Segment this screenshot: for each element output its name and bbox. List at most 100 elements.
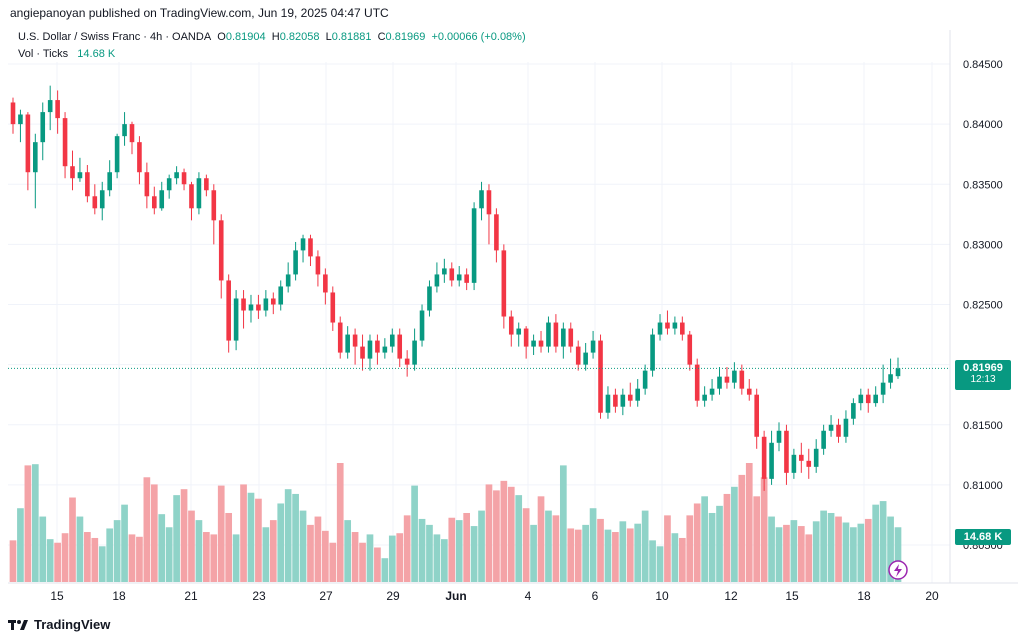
candle-body: [501, 250, 507, 317]
x-tick-label: 10: [655, 589, 669, 603]
candle-body: [449, 268, 455, 281]
footer-brand[interactable]: TradingView: [8, 617, 110, 632]
volume-bar: [686, 515, 694, 582]
lightning-icon[interactable]: [888, 560, 908, 580]
volume-bar: [307, 524, 314, 582]
candle-body: [33, 142, 38, 173]
volume-bar: [567, 528, 575, 582]
volume-bar: [619, 521, 627, 582]
volume-bar: [113, 520, 121, 582]
current-price: 0.81969: [963, 362, 1003, 374]
volume-bar: [731, 486, 738, 582]
candle-body: [627, 394, 633, 401]
volume-bar: [46, 539, 54, 582]
candle-body: [813, 448, 819, 467]
volume-bar: [783, 524, 790, 582]
volume-bar: [359, 542, 366, 582]
candle-body: [85, 172, 90, 197]
volume-bar: [269, 520, 277, 582]
candle-body: [285, 274, 291, 287]
candle-body: [531, 340, 536, 347]
candle-body: [486, 190, 492, 215]
candle-body: [278, 286, 284, 305]
candle-body: [375, 340, 380, 353]
volume-bar: [597, 518, 604, 582]
candle-body: [189, 184, 194, 209]
candle-body: [836, 424, 841, 437]
candle-body: [650, 334, 655, 371]
candle-body: [40, 112, 46, 143]
candle-body: [843, 418, 849, 437]
volume-bar: [864, 518, 872, 582]
volume-bar: [656, 546, 664, 582]
candle-body: [746, 388, 752, 395]
candle-body: [858, 394, 864, 404]
candle-body: [218, 220, 224, 281]
volume-bar: [753, 496, 761, 582]
candle-body: [77, 172, 83, 179]
volume-bar: [790, 520, 798, 582]
volume-bar: [203, 532, 210, 582]
volume-bar: [812, 521, 820, 582]
volume-bar: [54, 542, 61, 582]
candle-body: [516, 328, 522, 335]
candle-body: [523, 328, 529, 347]
volume-bar: [448, 517, 456, 582]
candle-body: [323, 274, 328, 293]
volume-bar: [470, 526, 478, 582]
volume-bar: [857, 523, 865, 582]
low-value: 0.81881: [331, 31, 372, 43]
candle-body: [479, 190, 484, 209]
volume-bar: [121, 504, 128, 582]
candle-body: [598, 340, 603, 413]
brand-name: TradingView: [34, 617, 111, 632]
volume-bar: [314, 516, 322, 582]
volume-bar: [381, 558, 389, 582]
volume-bar: [173, 495, 180, 582]
candle-body: [389, 334, 395, 347]
y-tick-label: 0.83500: [963, 179, 1003, 191]
candle-body: [590, 340, 596, 353]
volume-bar: [872, 504, 880, 582]
volume-bar: [552, 515, 560, 582]
candle-body: [694, 364, 700, 401]
volume-bar: [716, 505, 723, 582]
volume-bar: [188, 510, 195, 582]
candle-body: [174, 172, 179, 179]
x-tick-label: 12: [724, 589, 738, 603]
volume-bar: [671, 533, 679, 582]
volume-bar: [255, 498, 262, 582]
candle-body: [204, 178, 209, 191]
volume-legend: Vol · Ticks 14.68 K: [18, 48, 115, 60]
volume-bar: [455, 520, 463, 582]
volume-bar: [760, 477, 768, 582]
candle-body: [568, 328, 574, 347]
candle-body: [739, 370, 745, 389]
candle-body: [99, 190, 105, 209]
volume-label[interactable]: Vol · Ticks: [18, 48, 69, 60]
volume-bar: [775, 527, 783, 582]
x-tick-label: 18: [112, 589, 126, 603]
candle-body: [657, 322, 663, 335]
candle-body: [799, 454, 804, 461]
candle-body: [382, 346, 388, 353]
candle-body: [330, 292, 336, 323]
volume-bar: [664, 515, 671, 582]
candle-body: [538, 340, 544, 347]
volume-bar: [292, 493, 299, 582]
volume-bar: [180, 489, 188, 582]
high-label: H: [271, 31, 280, 43]
volume-bar: [820, 510, 827, 582]
candle-body: [769, 442, 774, 479]
y-tick-label: 0.84500: [963, 59, 1003, 71]
volume-bar: [195, 520, 203, 582]
candle-body: [248, 304, 254, 311]
symbol-title[interactable]: U.S. Dollar / Swiss Franc · 4h · OANDA: [18, 31, 212, 43]
volume-bar: [39, 516, 47, 582]
x-tick-label: 20: [925, 589, 939, 603]
volume-bar: [76, 516, 84, 582]
candle-body: [508, 316, 514, 335]
candle-body: [114, 136, 120, 173]
candle-body: [434, 274, 440, 287]
